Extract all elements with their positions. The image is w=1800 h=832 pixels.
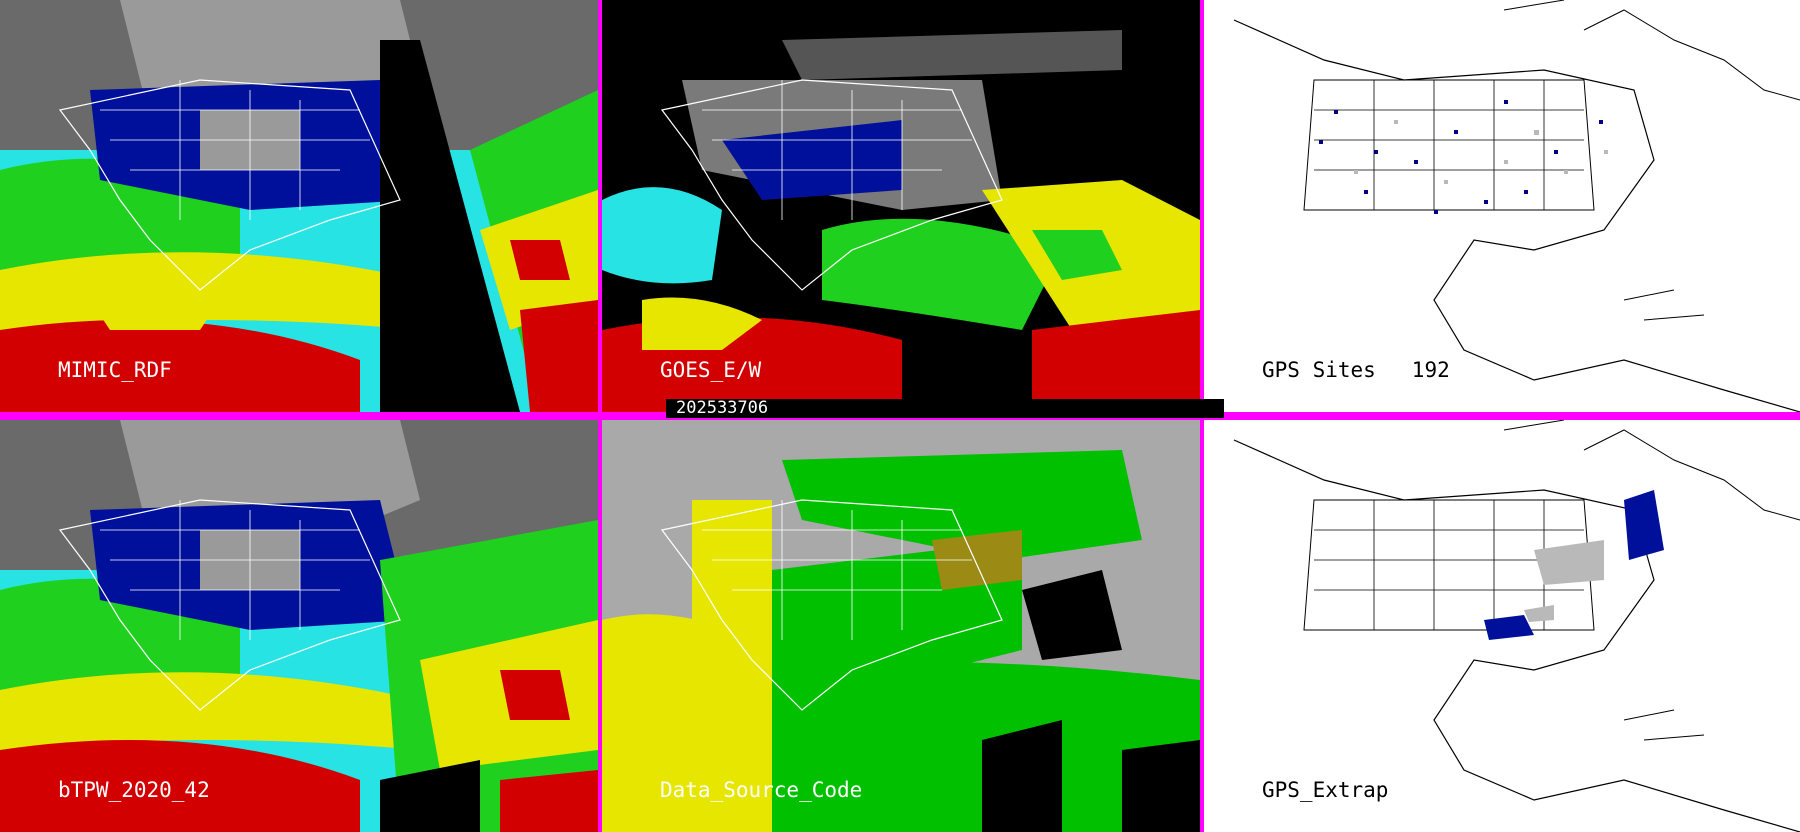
panel-goes: GOES_E/W	[602, 0, 1200, 412]
panel-gps-extrap: GPS_Extrap	[1204, 420, 1800, 832]
data-source-map	[602, 420, 1200, 832]
panel-label-gps-sites: GPS Sites 192	[1262, 358, 1450, 382]
gps-extrap-map	[1204, 420, 1800, 832]
panel-label-data-source: Data_Source_Code	[660, 778, 863, 802]
tpw-map-btpw	[0, 420, 598, 832]
panel-label-btpw: bTPW_2020_42	[58, 778, 210, 802]
panel-label-gps-extrap: GPS_Extrap	[1262, 778, 1389, 802]
panel-label-mimic: MIMIC_RDF	[58, 358, 172, 382]
tpw-map-goes	[602, 0, 1200, 412]
panel-mimic-rdf: MIMIC_RDF	[0, 0, 598, 412]
panel-btpw: bTPW_2020_42	[0, 420, 598, 832]
gps-sites-label: GPS Sites	[1262, 358, 1376, 382]
tpw-map-mimic	[0, 0, 598, 412]
gps-site-count: 192	[1411, 358, 1450, 382]
gps-sites-map	[1204, 0, 1800, 412]
panel-label-goes: GOES_E/W	[660, 358, 762, 382]
timestamp-bar: 202533706	[666, 399, 1224, 418]
timestamp-text: 202533706	[676, 398, 769, 418]
panel-gps-sites: GPS Sites 192	[1204, 0, 1800, 412]
panel-data-source: Data_Source_Code	[602, 420, 1200, 832]
